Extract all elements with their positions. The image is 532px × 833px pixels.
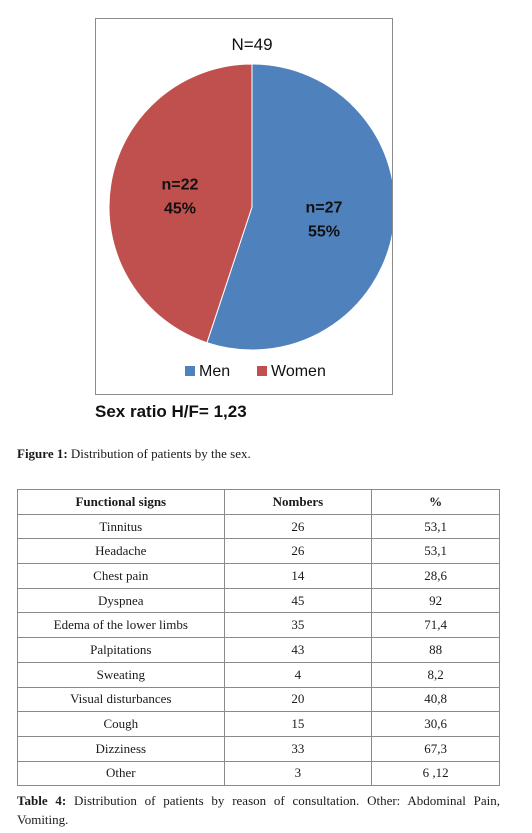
pie-chart-frame: N=49 n=27 55% n=22 45% Men Women xyxy=(95,18,393,395)
slice-label-pct: 55% xyxy=(308,224,340,241)
pie-slice-women xyxy=(108,63,253,344)
table-row: Dyspnea 45 92 xyxy=(17,587,500,614)
table-row: Visual disturbances 20 40,8 xyxy=(17,686,500,713)
table-cell: 40,8 xyxy=(371,686,500,713)
table-caption: Table 4: Distribution of patients by rea… xyxy=(17,791,500,829)
table-cell: 8,2 xyxy=(371,661,500,688)
table-cell: 26 xyxy=(223,538,373,565)
table-header-cell: Nombers xyxy=(223,489,373,515)
legend-label-women: Women xyxy=(271,363,326,380)
table-cell: 88 xyxy=(371,637,500,663)
pie-labels: n=27 55% n=22 45% xyxy=(162,176,343,240)
table-caption-text: Distribution of patients by reason of co… xyxy=(17,793,500,827)
table-cell: 30,6 xyxy=(371,711,500,737)
table-cell: 20 xyxy=(223,686,373,713)
table-row: Tinnitus 26 53,1 xyxy=(17,513,500,540)
sex-ratio-text: Sex ratio H/F= 1,23 xyxy=(95,402,247,421)
table-cell: Dizziness xyxy=(17,735,225,762)
table-cell: Cough xyxy=(17,711,225,737)
table-cell: 3 xyxy=(223,760,373,787)
table-cell: 33 xyxy=(223,735,373,762)
pie-chart: N=49 n=27 55% n=22 45% Men Women xyxy=(108,35,392,380)
table-cell: Edema of the lower limbs xyxy=(17,612,225,639)
table-row: Chest pain 14 28,6 xyxy=(17,563,500,589)
table-cell: Headache xyxy=(17,538,225,565)
table-cell: 28,6 xyxy=(371,563,500,589)
table-cell: Tinnitus xyxy=(17,513,225,540)
table-header-row: Functional signs Nombers % xyxy=(17,489,500,515)
table-header-cell: % xyxy=(371,489,500,515)
table-cell: 43 xyxy=(223,637,373,663)
table-caption-label: Table 4: xyxy=(17,793,67,808)
table-cell: 35 xyxy=(223,612,373,639)
table-row: Cough 15 30,6 xyxy=(17,711,500,737)
legend-swatch-men xyxy=(185,366,195,376)
table-cell: Sweating xyxy=(17,661,225,688)
figure-caption-label: Figure 1: xyxy=(17,446,68,461)
table-cell: 26 xyxy=(223,513,373,540)
table-cell: 4 xyxy=(223,661,373,688)
table-cell: Palpitations xyxy=(17,637,225,663)
table-cell: 45 xyxy=(223,587,373,614)
slice-label-n: n=22 xyxy=(162,176,199,193)
table-row: Dizziness 33 67,3 xyxy=(17,735,500,762)
table-cell: 15 xyxy=(223,711,373,737)
table-cell: 92 xyxy=(371,587,500,614)
table-cell: Other xyxy=(17,760,225,787)
table-cell: Dyspnea xyxy=(17,587,225,614)
table-row: Other 3 6 ,12 xyxy=(17,760,500,787)
legend-label-men: Men xyxy=(199,363,230,380)
consultation-table: Functional signs Nombers % Tinnitus 26 53,… xyxy=(17,489,500,787)
table-cell: Chest pain xyxy=(17,563,225,589)
table-cell: 6 ,12 xyxy=(371,760,500,787)
table-row: Headache 26 53,1 xyxy=(17,538,500,565)
table-cell: 53,1 xyxy=(371,538,500,565)
chart-legend: Men Women xyxy=(185,363,326,380)
table-row: Sweating 4 8,2 xyxy=(17,661,500,688)
table-cell: 14 xyxy=(223,563,373,589)
table-cell: 67,3 xyxy=(371,735,500,762)
legend-swatch-women xyxy=(257,366,267,376)
table-row: Edema of the lower limbs 35 71,4 xyxy=(17,612,500,639)
figure-caption-text: Distribution of patients by the sex. xyxy=(67,446,251,461)
table-cell: 71,4 xyxy=(371,612,500,639)
pie-slices xyxy=(108,63,392,351)
table-header-cell: Functional signs xyxy=(17,489,225,515)
figure-caption: Figure 1: Distribution of patients by th… xyxy=(17,446,251,462)
table-cell: Visual disturbances xyxy=(17,686,225,713)
table-body: Tinnitus 26 53,1 Headache 26 53,1 Chest pain 14… xyxy=(17,513,500,787)
chart-title: N=49 xyxy=(231,35,272,54)
pie-slice-men xyxy=(206,63,392,351)
slice-label-pct: 45% xyxy=(164,200,196,217)
slice-label-n: n=27 xyxy=(306,200,343,217)
table-cell: 53,1 xyxy=(371,513,500,540)
table-row: Palpitations 43 88 xyxy=(17,637,500,663)
